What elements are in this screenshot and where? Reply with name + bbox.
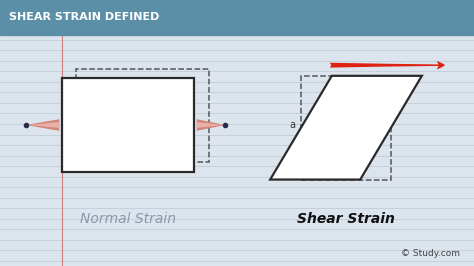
Text: © Study.com: © Study.com [401, 249, 460, 258]
Polygon shape [26, 119, 59, 131]
Bar [301, 76, 391, 180]
Text: Normal Strain: Normal Strain [80, 213, 176, 226]
Polygon shape [197, 122, 223, 128]
Text: a: a [289, 120, 295, 130]
Polygon shape [197, 119, 225, 131]
Bar [76, 69, 209, 162]
Polygon shape [29, 122, 59, 128]
Text: Shear Strain: Shear Strain [297, 213, 395, 226]
Bar [0, 0, 474, 35]
Polygon shape [270, 76, 422, 180]
Text: SHEAR STRAIN DEFINED: SHEAR STRAIN DEFINED [9, 12, 160, 22]
Bar [62, 78, 194, 172]
